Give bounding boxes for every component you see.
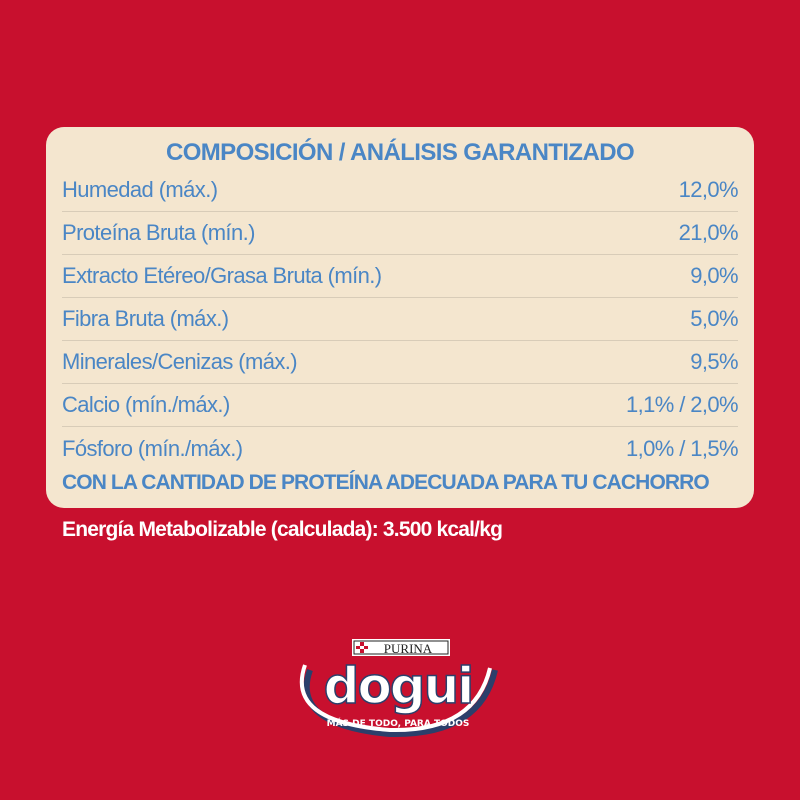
table-row: Fósforo (mín./máx.) 1,0% / 1,5%	[62, 427, 739, 470]
dogui-logo: PURINA dogui MÁS DE TODO, PARA TODOS	[299, 639, 498, 738]
svg-text:MÁS DE TODO, PARA TODOS: MÁS DE TODO, PARA TODOS	[327, 717, 470, 729]
purina-checkerboard-icon	[356, 642, 368, 653]
analysis-table: Humedad (máx.) 12,0% Proteína Bruta (mín.…	[62, 169, 739, 470]
table-row: Minerales/Cenizas (máx.) 9,5%	[62, 341, 739, 384]
row-label: Extracto Etéreo/Grasa Bruta (mín.)	[62, 263, 382, 288]
svg-text:dogui: dogui	[324, 657, 473, 715]
table-row: Fibra Bruta (máx.) 5,0%	[62, 298, 739, 341]
row-value: 5,0%	[690, 306, 738, 331]
row-value: 1,1% / 2,0%	[625, 392, 739, 417]
row-value: 9,0%	[690, 263, 738, 288]
svg-text:PURINA: PURINA	[384, 641, 433, 656]
row-label: Fósforo (mín./máx.)	[62, 435, 243, 461]
panel-title: COMPOSICIÓN / ANÁLISIS GARANTIZADO	[165, 139, 635, 166]
row-label: Humedad (máx.)	[62, 177, 218, 202]
row-label: Calcio (mín./máx.)	[62, 392, 230, 417]
energy-text: Energía Metabolizable (calculada): 3.500…	[62, 518, 503, 541]
row-value: 1,0% / 1,5%	[625, 435, 739, 461]
row-label: Minerales/Cenizas (máx.)	[62, 349, 298, 374]
row-value: 9,5%	[690, 349, 738, 374]
table-row: Humedad (máx.) 12,0%	[62, 169, 739, 212]
row-label: Proteína Bruta (mín.)	[62, 220, 255, 245]
panel-footer: CON LA CANTIDAD DE PROTEÍNA ADECUADA PAR…	[62, 471, 710, 494]
table-row: Proteína Bruta (mín.) 21,0%	[62, 212, 739, 255]
table-row: Extracto Etéreo/Grasa Bruta (mín.) 9,0%	[62, 255, 739, 298]
row-value: 21,0%	[678, 220, 739, 245]
analysis-panel: COMPOSICIÓN / ANÁLISIS GARANTIZADO Humed…	[46, 127, 754, 508]
table-row: Calcio (mín./máx.) 1,1% / 2,0%	[62, 384, 739, 427]
row-label: Fibra Bruta (máx.)	[62, 306, 229, 331]
row-value: 12,0%	[678, 177, 739, 202]
